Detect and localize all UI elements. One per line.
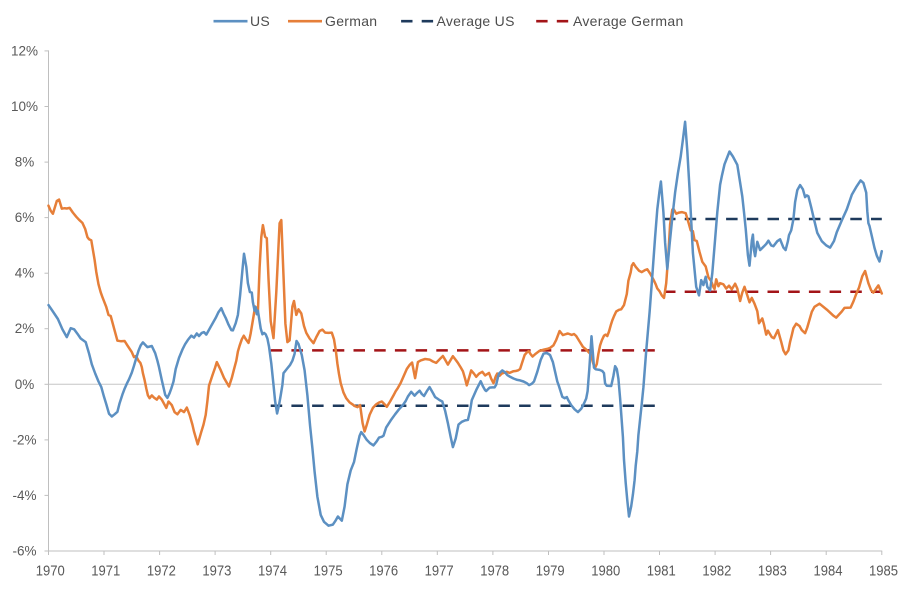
svg-text:US: US <box>250 13 270 29</box>
svg-text:2%: 2% <box>15 321 35 336</box>
svg-text:1978: 1978 <box>480 563 509 580</box>
svg-text:1975: 1975 <box>314 563 343 580</box>
svg-text:1972: 1972 <box>147 563 176 580</box>
svg-text:1977: 1977 <box>425 563 454 580</box>
svg-text:6%: 6% <box>15 210 35 225</box>
svg-text:1976: 1976 <box>369 563 398 580</box>
svg-text:1983: 1983 <box>758 563 787 580</box>
svg-text:1984: 1984 <box>814 563 843 580</box>
svg-text:-4%: -4% <box>12 488 36 503</box>
svg-text:1970: 1970 <box>36 563 65 580</box>
svg-text:Average German: Average German <box>573 13 684 29</box>
svg-text:0%: 0% <box>15 377 35 392</box>
svg-text:1980: 1980 <box>591 563 620 580</box>
svg-text:8%: 8% <box>15 155 35 170</box>
svg-text:1979: 1979 <box>536 563 565 580</box>
svg-text:-2%: -2% <box>12 432 36 447</box>
svg-text:1974: 1974 <box>258 563 287 580</box>
svg-text:1985: 1985 <box>869 563 898 580</box>
svg-text:Average US: Average US <box>437 13 515 29</box>
svg-text:1982: 1982 <box>702 563 731 580</box>
svg-text:German: German <box>325 13 377 29</box>
svg-text:-6%: -6% <box>12 544 36 559</box>
svg-text:12%: 12% <box>11 43 38 58</box>
svg-text:10%: 10% <box>11 99 38 114</box>
svg-text:4%: 4% <box>15 266 35 281</box>
svg-text:1971: 1971 <box>91 563 120 580</box>
svg-text:1973: 1973 <box>202 563 231 580</box>
svg-text:1981: 1981 <box>647 563 676 580</box>
